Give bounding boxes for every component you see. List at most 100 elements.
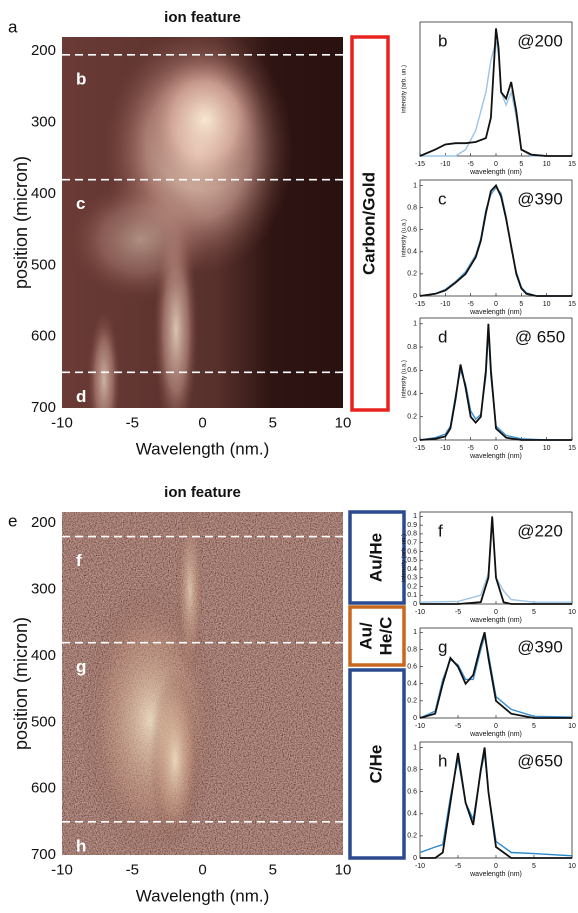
marker-label: b bbox=[76, 69, 86, 88]
x-tick-label: -10 bbox=[415, 863, 425, 870]
y-tick-label: 1 bbox=[413, 744, 417, 751]
y-tick-label: 0.6 bbox=[407, 367, 417, 374]
y-tick-label: 0.2 bbox=[407, 583, 417, 590]
heatmap-image bbox=[62, 37, 343, 408]
y-tick-label: 0.8 bbox=[407, 766, 417, 773]
y-tick-label: 0.3 bbox=[407, 575, 417, 582]
y-tick-label: 0 bbox=[413, 437, 417, 444]
x-tick-label: 0 bbox=[198, 414, 206, 431]
series-line bbox=[420, 516, 572, 605]
panel-label: e bbox=[8, 511, 17, 530]
x-tick-label: -10 bbox=[51, 861, 73, 878]
y-tick-label: 0 bbox=[413, 601, 417, 608]
x-tick-label: 15 bbox=[568, 301, 576, 308]
x-tick-label: 0 bbox=[198, 861, 206, 878]
position-tag: @390 bbox=[517, 637, 563, 656]
chart-title: ion feature bbox=[164, 484, 241, 501]
x-axis-label: wavelength (nm) bbox=[469, 617, 522, 624]
y-tick-label: 1 bbox=[413, 321, 417, 328]
y-tick-label: 400 bbox=[31, 185, 56, 202]
y-tick-label: 0.4 bbox=[407, 249, 417, 256]
x-axis-label: wavelength (nm) bbox=[469, 309, 522, 316]
region-box bbox=[348, 668, 406, 860]
x-tick-label: 5 bbox=[532, 609, 536, 616]
x-tick-label: -5 bbox=[455, 723, 461, 730]
x-tick-label: -5 bbox=[468, 161, 474, 168]
y-tick-label: 0 bbox=[413, 715, 417, 722]
y-tick-label: 300 bbox=[31, 581, 56, 598]
region-box bbox=[350, 35, 390, 412]
heatmap-image bbox=[62, 512, 343, 855]
x-tick-label: -15 bbox=[415, 161, 425, 168]
y-tick-label: 0.1 bbox=[407, 592, 417, 599]
x-axis-label: Wavelength (nm.) bbox=[136, 886, 270, 905]
y-tick-label: 0.2 bbox=[407, 271, 417, 278]
x-tick-label: -10 bbox=[440, 161, 450, 168]
marker-label: d bbox=[76, 387, 86, 406]
marker-label: g bbox=[76, 657, 86, 676]
x-tick-label: -10 bbox=[51, 414, 73, 431]
x-tick-label: -10 bbox=[440, 301, 450, 308]
position-tag: @390 bbox=[517, 189, 563, 208]
y-tick-label: 0.4 bbox=[407, 390, 417, 397]
x-tick-label: -10 bbox=[440, 445, 450, 452]
series-line bbox=[419, 28, 572, 157]
region-label: Au/He bbox=[366, 533, 385, 582]
y-tick-label: 0.8 bbox=[407, 204, 417, 211]
x-axis-label: wavelength (nm) bbox=[469, 169, 522, 176]
x-tick-label: -10 bbox=[415, 609, 425, 616]
series-line bbox=[419, 183, 572, 297]
x-tick-label: 5 bbox=[532, 863, 536, 870]
x-axis-label: wavelength (nm) bbox=[469, 731, 522, 738]
x-tick-label: 10 bbox=[543, 301, 551, 308]
x-tick-label: 5 bbox=[532, 723, 536, 730]
x-tick-label: -5 bbox=[455, 863, 461, 870]
x-tick-label: 15 bbox=[568, 445, 576, 452]
x-tick-label: 0 bbox=[494, 609, 498, 616]
panel-letter: g bbox=[438, 637, 447, 656]
region-box bbox=[348, 510, 406, 605]
x-tick-label: -5 bbox=[468, 301, 474, 308]
y-tick-label: 0.8 bbox=[407, 531, 417, 538]
y-tick-label: 0.2 bbox=[407, 698, 417, 705]
region-box bbox=[348, 605, 406, 667]
y-tick-label: 600 bbox=[31, 328, 56, 345]
x-tick-label: -5 bbox=[468, 445, 474, 452]
chart-title: ion feature bbox=[164, 9, 241, 26]
x-tick-label: 10 bbox=[568, 723, 576, 730]
y-tick-label: 0.6 bbox=[407, 663, 417, 670]
x-axis-label: wavelength (nm) bbox=[469, 453, 522, 460]
x-tick-label: 10 bbox=[568, 609, 576, 616]
panel-letter: d bbox=[438, 327, 447, 346]
y-axis-label: position (micron) bbox=[11, 617, 31, 750]
marker-label: c bbox=[76, 194, 85, 213]
panel-label: a bbox=[8, 17, 18, 36]
y-tick-label: 400 bbox=[31, 647, 56, 664]
region-label: He/C bbox=[376, 617, 395, 656]
x-tick-label: 10 bbox=[543, 445, 551, 452]
y-tick-label: 200 bbox=[31, 42, 56, 59]
y-axis-label: intensity (arb. un.) bbox=[402, 65, 408, 113]
x-tick-label: 5 bbox=[519, 301, 523, 308]
y-tick-label: 1 bbox=[413, 513, 417, 520]
y-tick-label: 1 bbox=[413, 629, 417, 636]
series-line bbox=[420, 40, 572, 157]
series-line bbox=[419, 632, 572, 719]
x-tick-label: -5 bbox=[455, 609, 461, 616]
y-tick-label: 700 bbox=[31, 399, 56, 416]
x-tick-label: 0 bbox=[494, 301, 498, 308]
x-tick-label: -10 bbox=[415, 723, 425, 730]
series-line bbox=[419, 633, 573, 719]
x-axis-label: Wavelength (nm.) bbox=[136, 439, 270, 458]
x-tick-label: 5 bbox=[519, 161, 523, 168]
y-tick-label: 0.6 bbox=[407, 789, 417, 796]
panel-letter: c bbox=[438, 189, 447, 208]
region-label: Au/ bbox=[356, 622, 375, 650]
position-tag: @200 bbox=[517, 31, 563, 50]
region-label: Carbon/Gold bbox=[359, 172, 378, 275]
y-tick-label: 0.4 bbox=[407, 811, 417, 818]
y-tick-label: 0.5 bbox=[407, 557, 417, 564]
series-line bbox=[419, 329, 572, 441]
y-tick-label: 0.9 bbox=[407, 522, 417, 529]
